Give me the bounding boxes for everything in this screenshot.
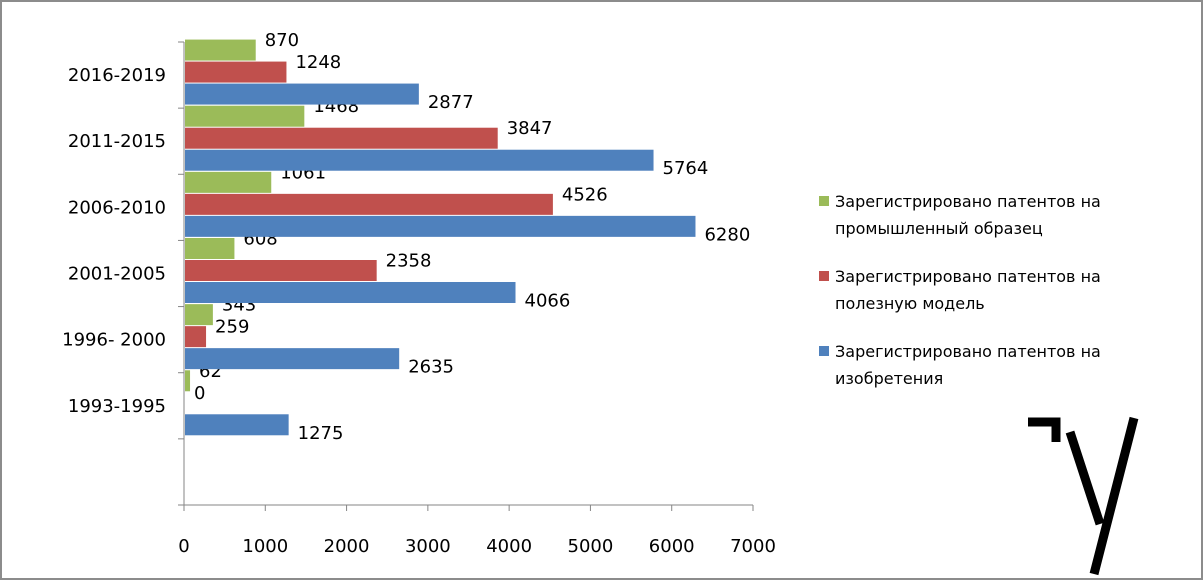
legend-entry-text: Зарегистрировано патентов на: [835, 342, 1101, 361]
legend-entry-text: Зарегистрировано патентов на: [835, 267, 1101, 286]
data-label: 4066: [525, 291, 571, 312]
x-tick-label: 0: [178, 536, 189, 557]
x-tick-label: 2000: [324, 536, 370, 557]
bar: [185, 370, 191, 392]
category-label: 2001-2005: [68, 264, 166, 285]
data-label: 5764: [663, 158, 709, 179]
bar: [185, 348, 400, 370]
x-tick-label: 5000: [568, 536, 614, 557]
data-label: 0: [194, 383, 205, 404]
bar: [185, 105, 305, 127]
data-label: 259: [215, 317, 249, 338]
category-label: 2016-2019: [68, 65, 166, 86]
bar: [185, 304, 213, 326]
data-label: 3847: [507, 118, 553, 139]
bar: [185, 414, 289, 436]
bar: [185, 171, 272, 193]
x-tick-label: 3000: [405, 536, 451, 557]
bar: [185, 326, 207, 348]
legend-entry-text: изобретения: [835, 369, 943, 388]
x-tick-label: 7000: [730, 536, 776, 557]
category-label: 2006-2010: [68, 197, 166, 218]
bar: [185, 282, 516, 303]
category-label: 1996- 2000: [62, 330, 166, 351]
data-label: 2877: [428, 92, 474, 113]
data-label: 4526: [562, 184, 608, 205]
category-label: 1993-1995: [68, 396, 166, 417]
bar: [185, 193, 553, 215]
category-label: 2011-2015: [68, 131, 166, 152]
bar: [185, 260, 377, 281]
legend-entry-text: полезную модель: [835, 294, 985, 313]
bar: [185, 149, 654, 171]
legend-swatch: [819, 196, 829, 206]
legend-swatch: [819, 271, 829, 281]
legend-entry-text: промышленный образец: [835, 219, 1043, 238]
legend-swatch: [819, 346, 829, 356]
x-tick-label: 1000: [242, 536, 288, 557]
watermark-letters: [1028, 416, 1139, 576]
data-label: 2635: [408, 357, 454, 378]
data-label: 870: [265, 30, 299, 51]
x-tick-label: 6000: [649, 536, 695, 557]
data-label: 6280: [704, 224, 750, 245]
bar: [185, 61, 287, 83]
bar: [185, 215, 696, 237]
bar: [185, 127, 498, 149]
bar: [185, 39, 256, 61]
bar: [185, 83, 419, 105]
legend-entry-text: Зарегистрировано патентов на: [835, 192, 1101, 211]
data-label: 1248: [295, 52, 341, 73]
data-label: 2358: [386, 251, 432, 272]
bar: [185, 238, 235, 259]
x-tick-label: 4000: [486, 536, 532, 557]
data-label: 1275: [298, 423, 344, 444]
